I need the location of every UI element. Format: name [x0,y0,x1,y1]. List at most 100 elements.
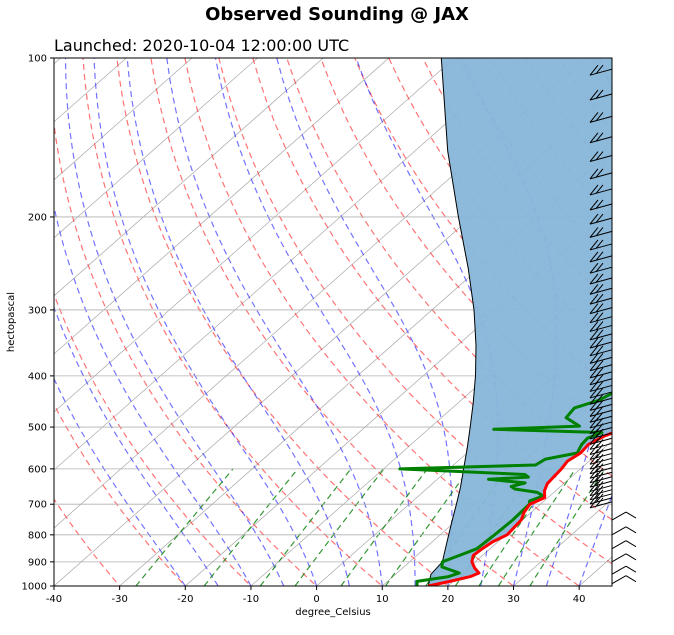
wind-barb-flag [589,312,599,324]
wind-barb-flag [589,489,599,501]
y-tick-label: 700 [28,500,47,511]
wind-barb-flag [595,439,604,449]
wind-barb-flag [589,458,599,470]
moist-adiabat-line [126,58,350,586]
dry-adiabat-line [150,58,515,586]
wind-barb-flag [625,540,637,548]
wind-barb [589,227,613,238]
wind-barb-shaft [611,553,627,563]
wind-barb-shaft [589,349,613,357]
wind-barb-shaft [589,266,613,274]
wind-barb-shaft [589,378,613,386]
wind-barb-shaft [611,575,627,585]
sounding-traces [398,58,612,586]
moist-adiabat-line [166,58,383,586]
wind-barb-flag [589,132,599,144]
y-tick-label: 200 [28,212,47,223]
wind-barb-flag [589,251,599,263]
x-tick-label: -30 [111,594,127,605]
wind-barb-flag [589,303,599,314]
wind-barb-flag [589,64,599,76]
wind-barb-flag [595,251,604,261]
isotherm-line [447,440,612,586]
wind-barb-shaft [589,172,613,180]
wind-barb-shaft [589,297,613,305]
wind-barb [589,168,613,180]
wind-barb-shaft [611,540,627,550]
wind-barb-shaft [589,403,613,411]
wind-barb [589,199,613,211]
isotherm-line [632,46,674,597]
wind-barb-flag [595,329,604,339]
moist-adiabat-line [93,58,318,586]
wind-barb [611,575,637,585]
wind-barb-flag [589,283,599,295]
wind-barb-flag [625,526,637,534]
wind-barb-shaft [589,391,613,399]
wind-barb-shaft [589,307,613,315]
wind-barb-shaft [589,136,613,144]
wind-barb-flag [595,458,604,468]
wind-barb-flag [589,485,599,496]
wind-barb [589,89,613,101]
wind-barb-flag [589,428,599,440]
wind-barb-flag [589,423,599,434]
y-tick-label: 600 [28,464,47,475]
wind-barb-flag [595,345,604,355]
wind-barb-flag [589,417,599,429]
wind-barb-flag [595,168,604,178]
isotherm-line [54,58,193,181]
wind-barb-shaft [589,333,613,341]
wind-barb [611,553,637,563]
wind-barb-shaft [589,243,613,251]
wind-barb-flag [595,64,604,75]
moist-adiabat-line [276,58,453,586]
dewpoint-line [398,391,612,586]
wind-barb-shaft [611,511,627,521]
isotherm-line [54,58,390,355]
dry-adiabat-line [252,58,612,521]
wind-barb-shaft [589,427,613,434]
x-axis-label: degree_Celsius [295,607,371,618]
wind-barb [589,273,613,285]
wind-barb-flag [589,493,599,505]
wind-barb-shaft [589,115,613,123]
wind-barb-flag [595,151,604,161]
wind-barb [589,353,613,364]
wind-barb-flag [595,367,604,377]
wind-barb-shaft [589,217,613,225]
wind-barb-flag [589,393,599,405]
wind-barb-flag [625,565,637,573]
dry-adiabat-line [54,498,121,586]
isotherm-line [54,58,455,413]
wind-barb [589,303,613,315]
wind-barb [589,251,613,263]
wind-barb-flag [595,489,604,499]
wind-barb [589,337,613,349]
wind-barb-flag [589,406,599,417]
y-tick-label: 300 [28,305,47,316]
wind-barb [589,184,613,196]
wind-barb-flag [589,89,599,101]
wind-barb [589,64,613,76]
moist-adiabat-line [214,58,416,586]
wind-barb-flag [595,353,604,363]
mixing-ratio-line [340,468,428,586]
wind-barb [589,497,613,509]
wind-barb-shaft [589,287,613,295]
wind-barb-flag [595,239,604,249]
wind-barb-flag [589,293,599,305]
wind-barb-flag [595,485,604,495]
wind-barb-flag [595,89,604,99]
wind-barb-flag [595,321,604,331]
wind-barb [589,321,613,332]
wind-barb [589,213,613,225]
isotherm-line [119,150,612,586]
x-tick-label: 10 [376,594,389,605]
wind-barb [611,526,637,536]
x-tick-label: 0 [313,594,319,605]
wind-barb [589,239,613,251]
wind-barb [589,312,613,324]
moist-adiabat-line [54,305,219,586]
